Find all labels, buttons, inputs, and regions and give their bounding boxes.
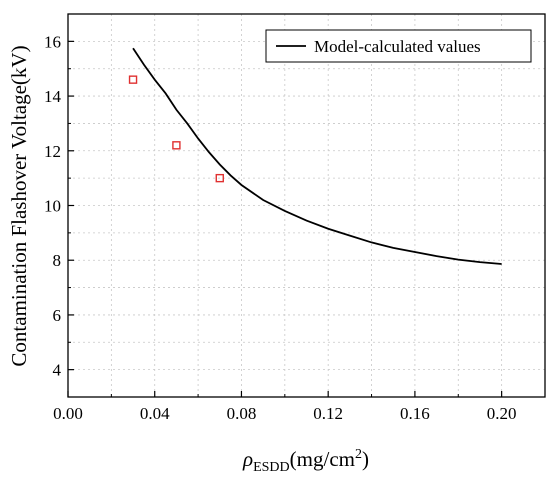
y-tick-label: 4 xyxy=(53,361,62,380)
y-tick-label: 16 xyxy=(44,32,61,51)
x-tick-label: 0.00 xyxy=(53,404,83,423)
measured-point xyxy=(215,173,224,183)
x-axis-subscript: ESDD xyxy=(253,460,290,475)
x-axis-unit-sup: 2 xyxy=(355,447,362,462)
x-axis-unit-prefix: (mg/cm xyxy=(290,447,355,471)
grid-lines xyxy=(68,14,545,397)
model-curve xyxy=(132,47,502,265)
x-axis-unit-suffix: ) xyxy=(362,447,369,471)
x-tick-label: 0.04 xyxy=(140,404,170,423)
measured-point xyxy=(128,75,138,84)
legend-box xyxy=(265,29,532,63)
x-axis-symbol: ρ xyxy=(242,447,253,471)
x-tick-label: 0.08 xyxy=(227,404,257,423)
x-tick-label: 0.20 xyxy=(487,404,517,423)
axis-ticks: 0.00 0.04 0.08 0.12 0.16 0.20 4 6 8 10 12 14 16 xyxy=(44,13,517,423)
legend-label: Model-calculated values xyxy=(314,37,481,56)
y-tick-label: 14 xyxy=(44,87,62,106)
measured-point xyxy=(172,141,181,150)
x-tick-label: 0.16 xyxy=(400,404,430,423)
series-layer xyxy=(128,47,502,265)
y-tick-label: 10 xyxy=(44,197,61,216)
x-tick-label: 0.12 xyxy=(313,404,343,423)
x-axis-title: ρESDD(mg/cm2) xyxy=(242,447,369,475)
legend: Model-calculated values xyxy=(265,29,532,63)
y-tick-label: 12 xyxy=(44,142,61,161)
y-axis-title: Contamination Flashover Voltage(kV) xyxy=(7,45,31,366)
y-tick-label: 8 xyxy=(53,251,62,270)
y-tick-label: 6 xyxy=(53,306,62,325)
